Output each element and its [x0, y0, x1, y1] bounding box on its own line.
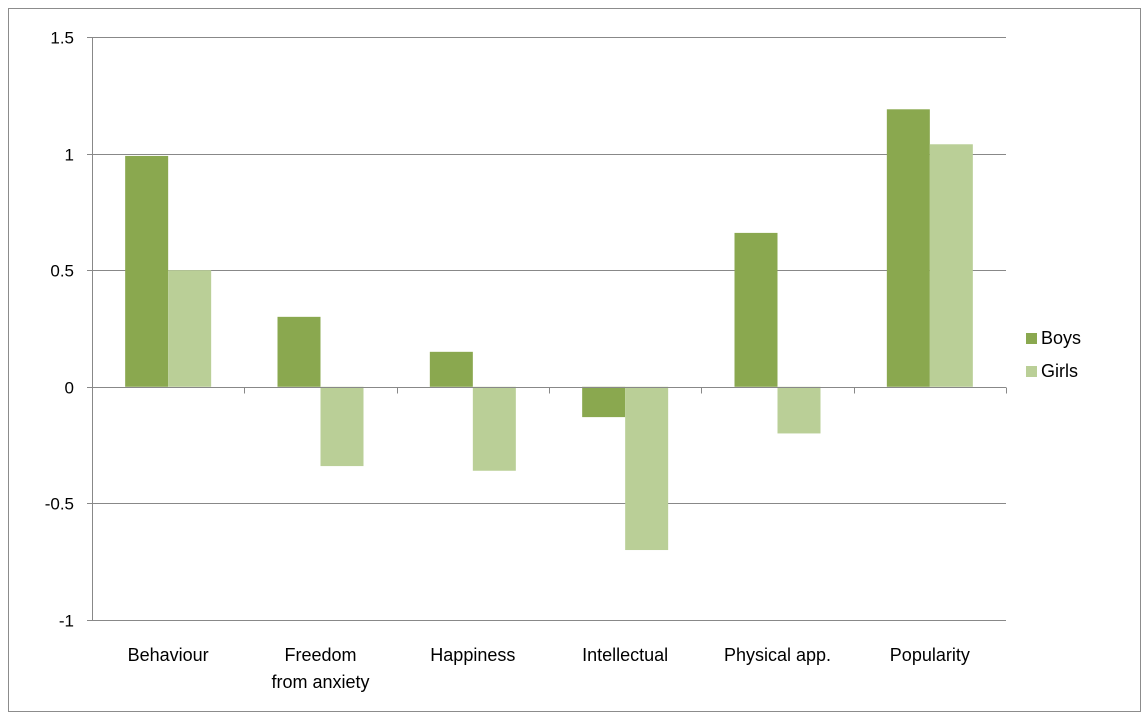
bar-girls-4: [777, 386, 821, 434]
gridlines: [92, 37, 1006, 621]
legend: Boys Girls: [1026, 328, 1081, 381]
y-tick-label: 0.5: [50, 262, 74, 281]
legend-swatch-boys: [1026, 333, 1037, 344]
bar-girls-1: [320, 386, 364, 467]
axes: [87, 37, 1007, 621]
bar-girls-0: [168, 270, 212, 387]
y-tick-label: 1.5: [50, 29, 74, 48]
x-tick-label: Behaviour: [128, 645, 209, 665]
bar-girls-3: [625, 386, 669, 551]
legend-label-boys: Boys: [1041, 328, 1081, 348]
bar-boys-0: [125, 155, 169, 387]
legend-swatch-girls: [1026, 366, 1037, 377]
x-tick-label: Happiness: [430, 645, 515, 665]
bar-boys-1: [277, 316, 321, 387]
bar-girls-2: [472, 386, 516, 471]
y-tick-label: -1: [59, 612, 74, 631]
bars: [125, 109, 973, 551]
bar-boys-5: [886, 109, 930, 387]
x-tick-label: Popularity: [890, 645, 970, 665]
y-tick-labels: -1 -0.5 0 0.5 1 1.5: [45, 29, 74, 631]
bar-girls-5: [929, 144, 973, 387]
legend-label-girls: Girls: [1041, 361, 1078, 381]
y-tick-label: 1: [65, 146, 74, 165]
y-tick-label: 0: [65, 379, 74, 398]
x-tick-labels: Behaviour Freedom from anxiety Happiness Int…: [128, 645, 970, 692]
bar-boys-4: [734, 232, 778, 387]
x-tick-label: Freedom from anxiety: [271, 645, 369, 692]
bar-boys-3: [582, 386, 626, 418]
x-tick-label: Physical app.: [724, 645, 831, 665]
x-tick-label: Intellectual: [582, 645, 668, 665]
y-tick-label: -0.5: [45, 495, 74, 514]
bar-boys-2: [429, 351, 473, 387]
